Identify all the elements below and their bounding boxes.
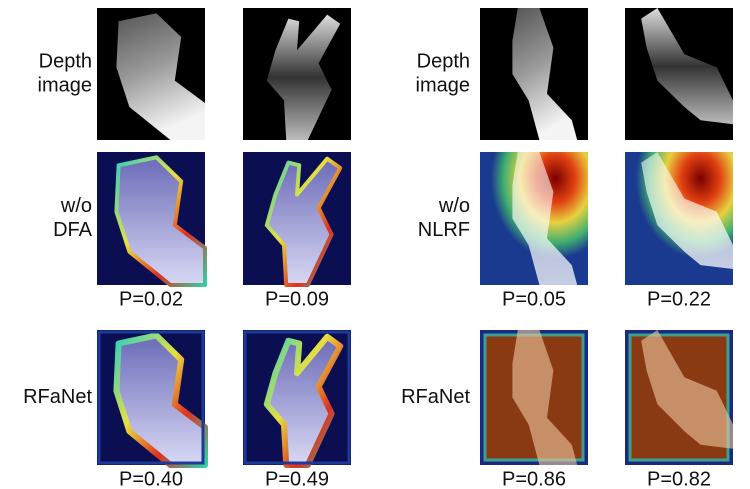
image-tile — [97, 152, 205, 285]
row-label: RFaNet — [23, 386, 92, 408]
image-tile — [97, 8, 205, 140]
row-label: image — [416, 74, 470, 96]
image-tile — [625, 152, 733, 285]
caption: P=0.82 — [647, 468, 711, 489]
caption: P=0.40 — [119, 468, 183, 489]
image-tile — [480, 330, 588, 465]
row-label: RFaNet — [401, 386, 470, 408]
caption: P=0.09 — [265, 288, 329, 310]
image-tile — [480, 152, 588, 285]
image-tile — [480, 8, 588, 140]
caption: P=0.02 — [119, 288, 183, 310]
image-tile — [243, 8, 351, 140]
row-label: Depth — [39, 50, 92, 72]
row-label: w/o — [438, 195, 470, 217]
caption: P=0.05 — [502, 288, 566, 310]
figure: Depthimagew/oDFAP=0.02P=0.09RFaNetP=0.40… — [0, 0, 750, 489]
image-tile — [243, 152, 351, 285]
row-label: NLRF — [418, 219, 470, 241]
image-tile — [625, 8, 733, 140]
caption: P=0.49 — [265, 468, 329, 489]
row-label: Depth — [417, 50, 470, 72]
caption: P=0.22 — [647, 288, 711, 310]
row-label: w/o — [60, 195, 92, 217]
image-tile — [243, 330, 351, 465]
row-label: image — [38, 74, 92, 96]
image-tile — [97, 330, 205, 465]
caption: P=0.86 — [502, 468, 566, 489]
row-label: DFA — [53, 219, 93, 241]
image-tile — [625, 330, 733, 465]
